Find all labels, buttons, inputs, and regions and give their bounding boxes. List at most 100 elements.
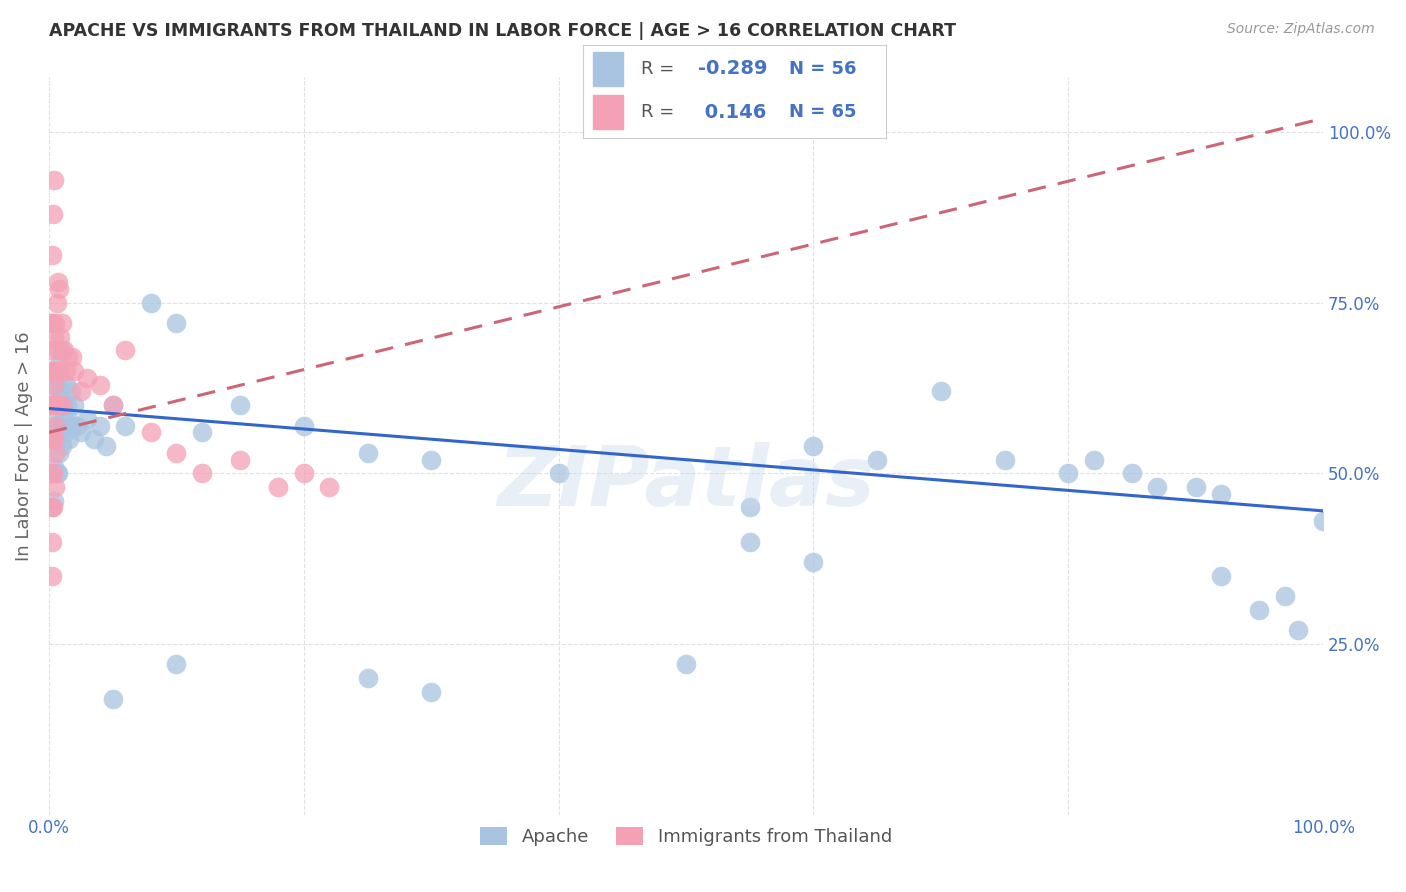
Point [42, 330, 65, 344]
Point [46, 418, 69, 433]
Point [41, 364, 63, 378]
Point [42, 432, 65, 446]
Point [41, 316, 63, 330]
Point [42, 384, 65, 399]
Point [42, 459, 65, 474]
Point [49, 425, 72, 440]
Point [42, 377, 65, 392]
Text: R =: R = [641, 60, 673, 78]
Text: R =: R = [641, 103, 673, 121]
Text: Source: ZipAtlas.com: Source: ZipAtlas.com [1227, 22, 1375, 37]
Point [42, 432, 65, 446]
Point [44, 398, 66, 412]
Point [48, 282, 70, 296]
Point [89, 377, 111, 392]
Point [101, 398, 124, 412]
Point [41, 568, 63, 582]
Point [114, 418, 136, 433]
Point [1057, 467, 1080, 481]
Point [866, 452, 889, 467]
Text: 0.146: 0.146 [699, 103, 766, 121]
Point [139, 425, 162, 440]
Point [66, 418, 89, 433]
Point [675, 657, 697, 672]
Point [63, 364, 86, 378]
Y-axis label: In Labor Force | Age > 16: In Labor Force | Age > 16 [15, 331, 32, 561]
Point [49, 330, 72, 344]
Point [318, 480, 340, 494]
Point [994, 452, 1017, 467]
Point [48, 398, 70, 412]
Point [1146, 480, 1168, 494]
Point [41, 534, 63, 549]
Point [41, 467, 63, 481]
Point [46, 275, 69, 289]
Point [42, 207, 65, 221]
Point [1312, 514, 1334, 528]
Point [55, 425, 77, 440]
Point [45, 364, 67, 378]
Point [56, 398, 79, 412]
Point [42, 467, 65, 481]
Point [51, 391, 73, 405]
Point [41, 500, 63, 515]
Point [51, 316, 73, 330]
Point [55, 377, 77, 392]
Point [46, 467, 69, 481]
Point [42, 432, 65, 446]
Point [69, 384, 91, 399]
Point [929, 384, 952, 399]
Point [1249, 603, 1271, 617]
Point [63, 398, 86, 412]
Point [49, 398, 72, 412]
Point [52, 398, 75, 412]
Point [420, 685, 443, 699]
Point [420, 452, 443, 467]
Point [41, 316, 63, 330]
Point [1121, 467, 1143, 481]
Point [89, 418, 111, 433]
Point [44, 446, 66, 460]
Text: -0.289: -0.289 [699, 60, 768, 78]
Point [55, 364, 77, 378]
Point [165, 446, 187, 460]
Text: ZIPatlas: ZIPatlas [498, 442, 875, 524]
Point [42, 364, 65, 378]
Point [51, 398, 73, 412]
Point [44, 364, 66, 378]
Text: N = 56: N = 56 [789, 60, 856, 78]
Point [51, 343, 73, 358]
Point [1286, 624, 1309, 638]
Point [42, 493, 65, 508]
Point [48, 364, 70, 378]
Point [59, 384, 82, 399]
Point [41, 398, 63, 412]
Point [49, 384, 72, 399]
Point [69, 425, 91, 440]
Legend: Apache, Immigrants from Thailand: Apache, Immigrants from Thailand [472, 820, 900, 854]
Point [1083, 452, 1105, 467]
Point [44, 480, 66, 494]
Point [76, 411, 98, 425]
Point [191, 425, 214, 440]
Point [356, 446, 378, 460]
Point [191, 467, 214, 481]
Point [96, 439, 118, 453]
Point [56, 351, 79, 365]
Point [1184, 480, 1206, 494]
Point [44, 418, 66, 433]
Point [44, 316, 66, 330]
Point [48, 357, 70, 371]
Point [547, 467, 569, 481]
Bar [592, 52, 623, 86]
Point [292, 467, 315, 481]
Point [53, 343, 76, 358]
Point [1211, 568, 1233, 582]
Point [46, 371, 69, 385]
Point [114, 343, 136, 358]
Point [101, 398, 124, 412]
Point [803, 439, 825, 453]
Point [41, 432, 63, 446]
Point [292, 418, 315, 433]
Point [45, 467, 67, 481]
